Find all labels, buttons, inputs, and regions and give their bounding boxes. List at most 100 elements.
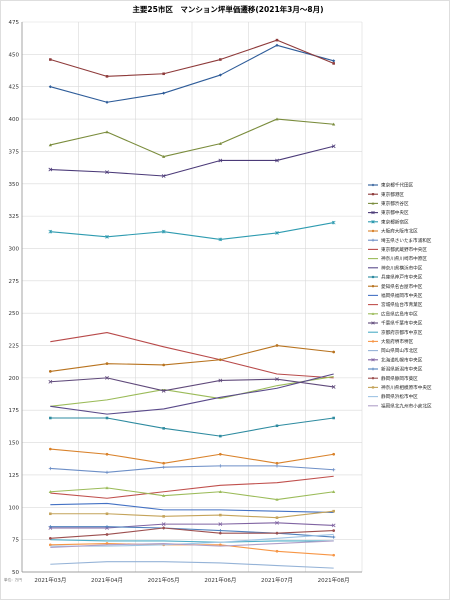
data-point [218, 464, 222, 468]
legend-label: 岡山県岡山市北区 [381, 347, 418, 354]
data-point [48, 379, 53, 384]
data-point [332, 535, 336, 539]
y-tick-label: 150 [9, 441, 20, 447]
data-point [161, 522, 166, 527]
data-point [371, 193, 375, 196]
data-point [275, 549, 279, 553]
series-line [50, 465, 334, 473]
series-line [50, 539, 334, 543]
series [50, 376, 334, 407]
legend-label: 東京都新宿区 [381, 218, 409, 225]
series-line [50, 118, 334, 158]
data-point [48, 143, 52, 147]
data-point [275, 117, 279, 121]
data-point [371, 340, 375, 343]
data-point [49, 512, 52, 516]
data-point [105, 234, 109, 239]
data-point [48, 370, 52, 373]
data-point [48, 525, 52, 529]
data-point [48, 536, 52, 540]
legend-label: 東京都港区 [381, 191, 404, 198]
data-point [219, 434, 222, 438]
legend-label: 東京都武蔵野市中央区 [381, 246, 427, 253]
data-point [218, 543, 222, 547]
legend-item: 東京都新宿区 [368, 218, 409, 225]
data-point [105, 525, 109, 529]
data-point [49, 416, 52, 420]
data-point [371, 358, 375, 362]
data-point [371, 220, 375, 224]
series [48, 486, 336, 501]
legend-item: 広島県広島市中区 [368, 310, 418, 317]
y-tick-label: 175 [9, 408, 20, 414]
legend-label: 京都府京都市中京区 [381, 329, 423, 336]
legend-label: 宮城県仙台市青葉区 [381, 301, 423, 308]
data-point [331, 220, 336, 225]
y-tick-label: 475 [9, 20, 20, 26]
data-point [105, 100, 109, 104]
y-tick-label: 375 [9, 149, 20, 155]
series-line [50, 222, 334, 240]
legend-item: 神奈川県川崎市中原区 [368, 255, 427, 262]
series-line [50, 561, 334, 569]
legend-label: 東京都中央区 [381, 209, 409, 216]
x-tick-label: 2021年06月 [204, 576, 236, 584]
data-point [162, 427, 165, 430]
legend-item: 愛知県名古屋市中区 [368, 283, 423, 290]
unit-note: 単位：万円 [4, 577, 22, 582]
data-point [162, 91, 166, 95]
series-line [50, 39, 334, 77]
series-line [50, 526, 334, 538]
legend-item: 福岡県北九州市小倉北区 [368, 402, 432, 409]
x-tick-label: 2021年04月 [91, 576, 123, 584]
legend-label: 広島県広島市中区 [381, 310, 418, 317]
data-point [219, 58, 222, 61]
data-point [332, 452, 336, 456]
data-point [332, 59, 336, 63]
data-point [275, 424, 279, 428]
series-line [50, 527, 334, 539]
legend-label: 大阪府大阪市北区 [381, 228, 418, 235]
data-point [275, 38, 279, 42]
data-point [332, 490, 336, 494]
data-point [162, 154, 166, 158]
data-point [48, 167, 53, 172]
series-line [50, 448, 334, 464]
data-point [48, 543, 52, 547]
data-point [161, 388, 166, 393]
y-tick-label: 225 [9, 344, 20, 350]
x-tick-label: 2021年07月 [261, 576, 293, 584]
data-point [218, 522, 223, 527]
series-line [50, 376, 334, 407]
data-point [105, 512, 109, 516]
series [50, 475, 334, 499]
legend-label: 福岡県福岡市中央区 [381, 292, 423, 299]
series [50, 373, 334, 415]
data-point [219, 513, 222, 517]
legend-label: 静岡県静岡市葵区 [381, 375, 418, 382]
data-point [332, 553, 336, 557]
legend-item: 東京都中央区 [368, 209, 409, 216]
data-point [105, 533, 109, 536]
data-point [218, 358, 222, 362]
legend-label: 北海道札幌市中央区 [381, 356, 423, 363]
series-layer [48, 38, 336, 569]
data-point [371, 210, 375, 215]
data-point [218, 528, 222, 533]
data-point [371, 275, 375, 279]
series-line [50, 522, 334, 529]
data-point [371, 229, 375, 233]
series [48, 43, 336, 104]
data-point [218, 73, 222, 77]
series-line [50, 510, 334, 519]
data-point [48, 490, 52, 494]
data-point [275, 497, 279, 501]
legend-item: 東京都千代田区 [368, 182, 414, 189]
series [48, 220, 336, 242]
data-point [162, 363, 166, 367]
legend: 東京都千代田区東京都港区東京都渋谷区東京都中央区東京都新宿区大阪府大阪市北区埼玉… [368, 182, 432, 409]
data-point [218, 452, 222, 456]
legend-item: 東京都武蔵野市中央区 [368, 246, 427, 253]
data-point [218, 378, 223, 383]
